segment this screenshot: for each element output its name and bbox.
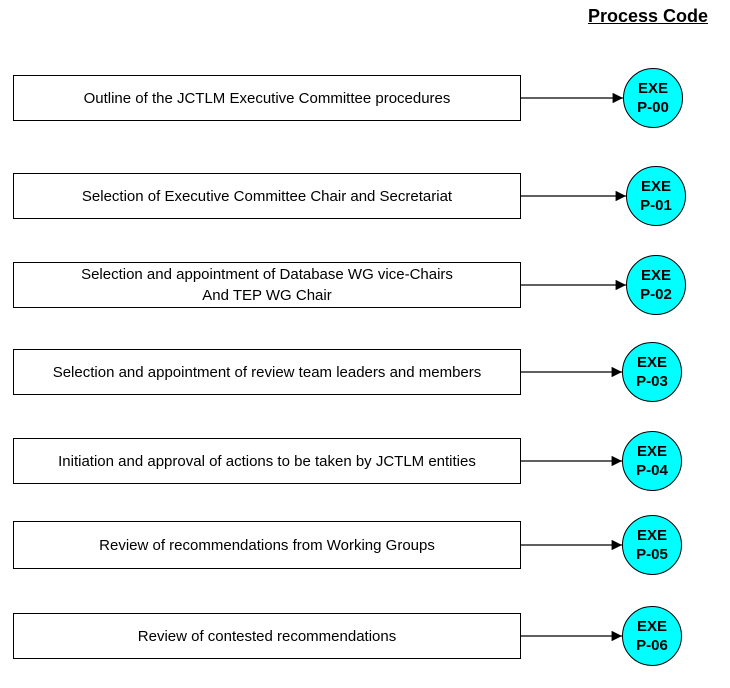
process-code-circle-2: EXE P-02 bbox=[626, 255, 686, 315]
process-label: Selection and appointment of Database WG… bbox=[81, 266, 453, 304]
process-code-line1: EXE bbox=[636, 354, 667, 371]
process-label: Review of recommendations from Working G… bbox=[99, 536, 435, 554]
process-box-2: Selection and appointment of Database WG… bbox=[13, 262, 521, 308]
process-code-line2: P-04 bbox=[636, 462, 668, 479]
process-code-header: Process Code bbox=[587, 6, 709, 26]
process-box-1: Selection of Executive Committee Chair a… bbox=[13, 173, 521, 219]
process-box-6: Review of contested recommendations bbox=[13, 613, 521, 659]
process-code-line2: P-01 bbox=[640, 197, 672, 214]
process-code-line1: EXE bbox=[640, 267, 671, 284]
process-label: Outline of the JCTLM Executive Committee… bbox=[83, 89, 451, 107]
process-code-circle-0: EXE P-00 bbox=[623, 68, 683, 128]
process-label: Selection and appointment of review team… bbox=[52, 363, 482, 381]
process-code-circle-6: EXE P-06 bbox=[622, 606, 682, 666]
process-code-line2: P-00 bbox=[637, 99, 669, 116]
process-code-line1: EXE bbox=[640, 178, 671, 195]
process-code-circle-5: EXE P-05 bbox=[622, 515, 682, 575]
process-code-line1: EXE bbox=[636, 527, 667, 544]
process-code-line2: P-02 bbox=[640, 286, 672, 303]
process-code-line1: EXE bbox=[637, 80, 668, 97]
process-box-5: Review of recommendations from Working G… bbox=[13, 521, 521, 569]
process-code-circle-1: EXE P-01 bbox=[626, 166, 686, 226]
process-box-4: Initiation and approval of actions to be… bbox=[13, 438, 521, 484]
process-box-0: Outline of the JCTLM Executive Committee… bbox=[13, 75, 521, 121]
process-code-line2: P-06 bbox=[636, 637, 668, 654]
process-box-3: Selection and appointment of review team… bbox=[13, 349, 521, 395]
process-code-line2: P-05 bbox=[636, 546, 668, 563]
process-code-line2: P-03 bbox=[636, 373, 668, 390]
process-code-line1: EXE bbox=[636, 618, 667, 635]
process-code-line1: EXE bbox=[636, 443, 667, 460]
process-code-circle-3: EXE P-03 bbox=[622, 342, 682, 402]
process-label: Initiation and approval of actions to be… bbox=[58, 452, 476, 470]
process-label: Selection of Executive Committee Chair a… bbox=[81, 187, 453, 205]
process-code-circle-4: EXE P-04 bbox=[622, 431, 682, 491]
process-label: Review of contested recommendations bbox=[137, 627, 397, 645]
